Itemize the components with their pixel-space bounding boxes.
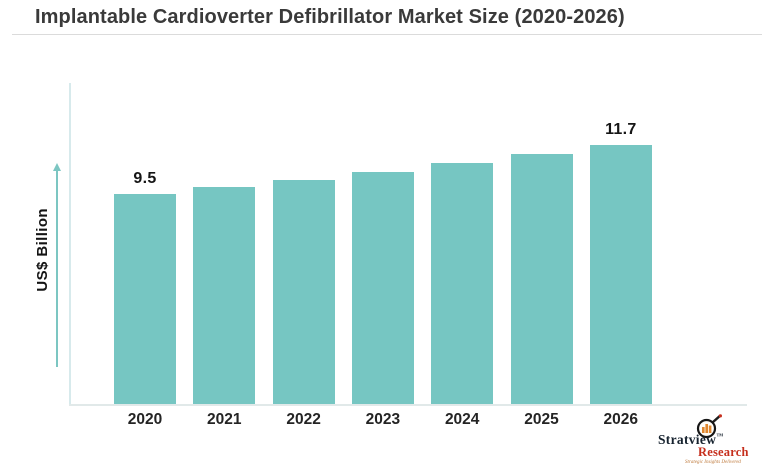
bar-2022 — [272, 180, 335, 404]
brand-logo: Stratview™ Research Strategic Insights D… — [638, 413, 760, 465]
bar-value-label-2026: 11.7 — [605, 121, 637, 138]
title-divider — [12, 34, 762, 35]
x-tick-2026: 2026 — [603, 411, 639, 428]
y-axis-arrow-head-icon — [52, 163, 61, 171]
bar-2024 — [431, 162, 494, 404]
x-tick-2020: 2020 — [127, 411, 163, 428]
brand-tagline: Strategic Insights Delivered — [685, 460, 741, 465]
trademark-symbol: ™ — [716, 432, 724, 440]
brand-name-text: Stratview — [658, 432, 717, 447]
x-tick-2021: 2021 — [207, 411, 242, 428]
y-axis-label: US$ Billion — [34, 208, 51, 292]
bar-value-label-2020: 9.5 — [133, 169, 157, 187]
x-tick-2024: 2024 — [444, 411, 480, 428]
bar-2020 — [114, 193, 176, 404]
x-tick-2023: 2023 — [365, 411, 401, 428]
x-tick-2022: 2022 — [286, 411, 321, 428]
y-axis-arrow — [56, 171, 58, 367]
bar-2025 — [510, 153, 573, 404]
plot-area: 9.5 2020 2021 2022 2023 2024 2025 11.7 2026 — [70, 83, 747, 428]
magnifier-chart-icon — [696, 414, 722, 439]
y-axis-line — [69, 83, 71, 405]
brand-name-secondary: Research — [698, 445, 749, 459]
brand-name-primary: Stratview™ — [658, 432, 723, 448]
bar-2023 — [351, 171, 414, 404]
x-axis-line — [69, 404, 747, 406]
x-tick-2025: 2025 — [524, 411, 559, 428]
chart-title: Implantable Cardioverter Defibrillator M… — [35, 6, 625, 28]
bar-2021 — [193, 187, 256, 404]
bar-2026 — [589, 145, 652, 404]
